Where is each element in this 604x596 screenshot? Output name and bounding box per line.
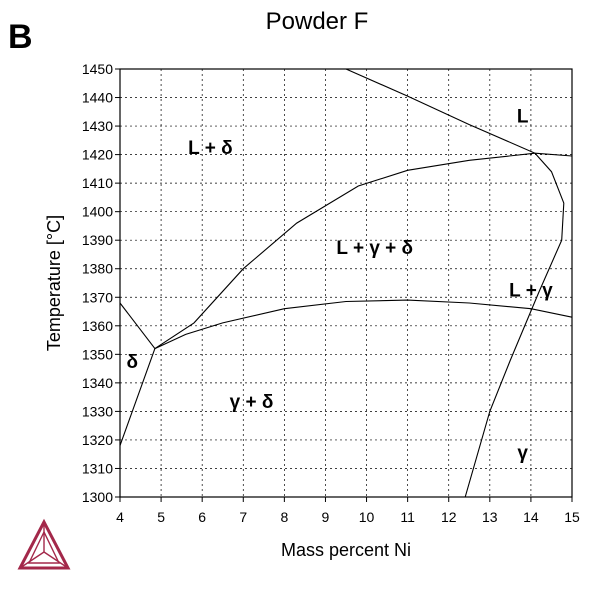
phase-boundary-line <box>345 68 573 157</box>
x-tick-label: 9 <box>322 509 330 525</box>
x-tick-label: 14 <box>523 509 539 525</box>
y-axis-label: Temperature [°C] <box>44 215 64 351</box>
phase-boundary-line <box>464 152 565 498</box>
y-tick-label: 1360 <box>82 318 113 334</box>
y-tick-label: 1370 <box>82 289 113 305</box>
grid-lines <box>120 69 572 497</box>
y-tick-label: 1300 <box>82 489 113 505</box>
region-label: L + δ <box>188 138 232 159</box>
y-tick-label: 1410 <box>82 175 113 191</box>
phase-boundary-line <box>154 299 573 350</box>
y-tick-label: 1420 <box>82 147 113 163</box>
x-tick-label: 11 <box>400 509 415 525</box>
phase-boundary-line <box>154 152 536 350</box>
phase-boundary-line <box>119 348 156 446</box>
x-tick-label: 10 <box>359 509 375 525</box>
phase-boundary-line <box>119 302 156 349</box>
x-tick-label: 8 <box>280 509 288 525</box>
y-tick-label: 1350 <box>82 346 113 362</box>
phase-boundaries <box>119 68 573 498</box>
x-tick-label: 4 <box>116 509 124 525</box>
x-tick-label: 7 <box>239 509 247 525</box>
region-labels: L L + δ L + γ + δ L + γ δ γ + δ γ <box>127 107 554 465</box>
plot-frame <box>119 68 573 498</box>
region-label: L + γ <box>509 281 553 302</box>
panel-letter: B <box>8 18 33 56</box>
y-tick-label: 1310 <box>82 460 113 476</box>
x-axis-label: Mass percent Ni <box>281 540 411 560</box>
y-tick-label: 1390 <box>82 232 113 248</box>
chart-title: Powder F <box>265 8 369 35</box>
x-tick-label: 6 <box>198 509 206 525</box>
region-label: L + γ + δ <box>336 238 413 259</box>
tick-labels: 4 5 6 7 8 9 10 11 12 13 14 15 1300 1310 1320 1330 1340 13… <box>82 61 580 525</box>
x-tick-label: 15 <box>564 509 580 525</box>
region-label: δ <box>127 352 139 373</box>
region-label: L <box>517 107 529 128</box>
y-tick-label: 1440 <box>82 90 113 106</box>
y-tick-label: 1380 <box>82 261 113 277</box>
y-tick-label: 1320 <box>82 432 113 448</box>
region-label: γ + δ <box>230 392 274 413</box>
y-tick-label: 1450 <box>82 61 113 77</box>
triangle-logo-icon <box>17 518 71 570</box>
y-tick-label: 1330 <box>82 403 113 419</box>
y-tick-label: 1340 <box>82 375 113 391</box>
x-tick-label: 12 <box>441 509 457 525</box>
y-tick-label: 1400 <box>82 204 113 220</box>
y-tick-label: 1430 <box>82 118 113 134</box>
x-tick-label: 13 <box>482 509 498 525</box>
region-label: γ <box>517 443 528 464</box>
x-tick-label: 5 <box>157 509 165 525</box>
